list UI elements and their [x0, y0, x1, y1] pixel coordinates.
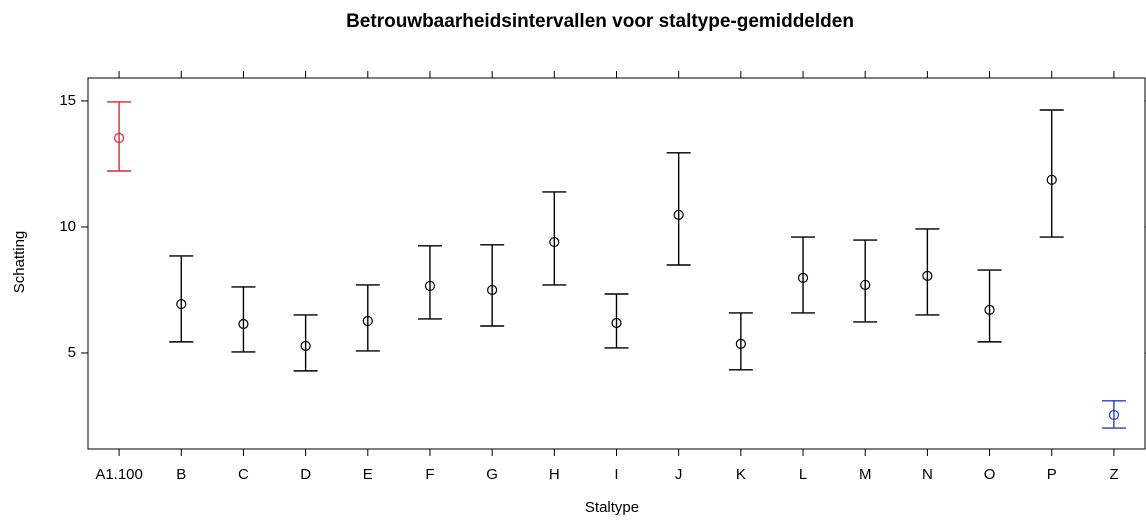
estimate-point [487, 284, 498, 296]
x-tick-label: F [425, 466, 434, 483]
y-tick-label: 5 [68, 344, 76, 361]
x-tick-label: H [549, 466, 560, 483]
estimate-point [922, 270, 933, 281]
x-tick-label: P [1047, 466, 1057, 483]
x-tick-label: I [614, 466, 618, 483]
x-tick-label: C [238, 466, 249, 483]
x-tick-label: A1.100 [95, 466, 143, 483]
estimate-point [238, 318, 249, 330]
y-tick-label: 10 [59, 218, 76, 235]
y-tick-label: 15 [59, 92, 76, 109]
estimate-point [1046, 174, 1057, 185]
estimate-point [424, 280, 436, 292]
estimate-point [1108, 409, 1120, 421]
estimate-point [860, 279, 871, 291]
x-tick-label: E [363, 466, 373, 483]
chart-title: Betrouwbaarheidsintervallen voor staltyp… [346, 11, 854, 32]
x-tick-label: M [859, 466, 872, 483]
x-tick-label: K [736, 466, 746, 483]
x-tick-label: B [176, 466, 186, 483]
estimate-point [300, 340, 311, 352]
plot-frame [87, 77, 1146, 450]
x-tick-label: J [675, 466, 683, 483]
x-tick-label: N [922, 466, 933, 483]
x-tick-label: O [984, 466, 996, 483]
estimate-point [176, 298, 187, 310]
x-tick-label: Z [1109, 466, 1118, 483]
estimate-point [984, 304, 995, 315]
x-tick-label: D [300, 466, 311, 483]
estimate-point [113, 132, 125, 144]
estimate-point [735, 338, 746, 350]
x-axis-label: Staltype [585, 499, 639, 516]
y-axis-label: Schatting [11, 231, 28, 294]
x-tick-label: L [799, 466, 807, 483]
x-tick-label: G [486, 466, 498, 483]
estimate-point [611, 317, 622, 329]
estimate-point [673, 209, 684, 220]
estimate-point [797, 272, 809, 283]
estimate-point [362, 315, 373, 327]
estimate-point [549, 236, 560, 248]
